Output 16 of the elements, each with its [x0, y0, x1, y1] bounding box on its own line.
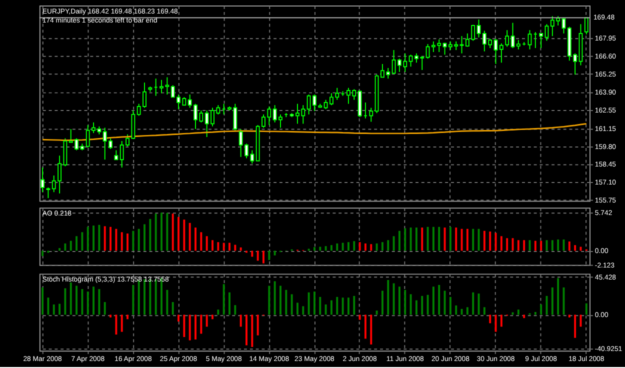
candlestick [510, 22, 515, 49]
candlestick [114, 150, 118, 160]
candlestick [528, 30, 532, 50]
candlestick [505, 30, 510, 48]
candlestick [476, 19, 481, 38]
candlestick [499, 42, 504, 64]
candlestick [46, 186, 50, 199]
candlestick [369, 107, 374, 122]
candlestick [544, 24, 549, 42]
candlestick [539, 32, 544, 49]
candlestick [516, 40, 520, 50]
candlestick [40, 167, 45, 193]
candlestick [426, 44, 430, 60]
candlestick [460, 36, 464, 54]
candlestick [408, 54, 413, 68]
candlestick [494, 38, 498, 64]
